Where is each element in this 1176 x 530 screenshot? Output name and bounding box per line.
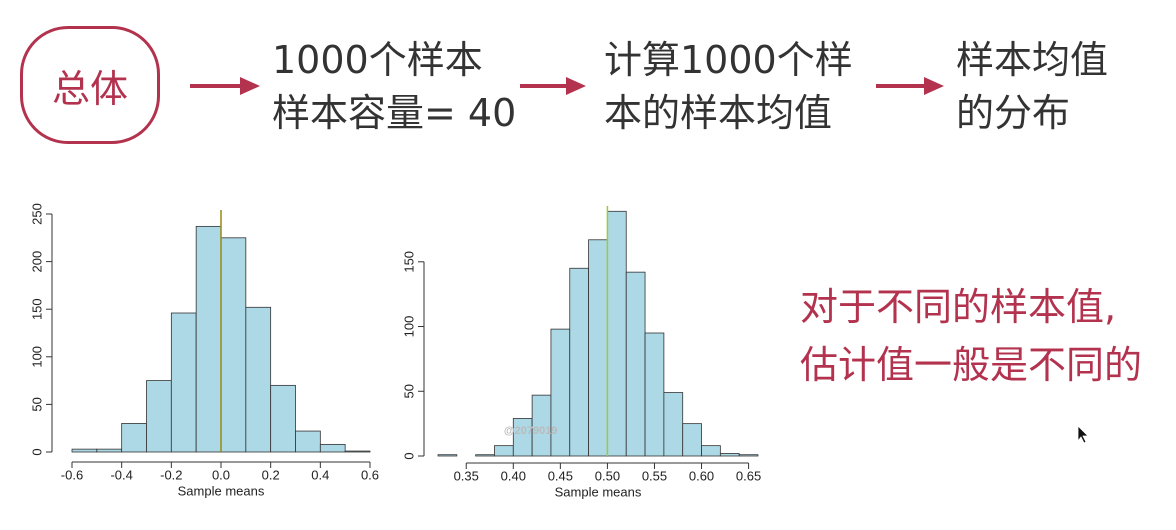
step-text: 1000个样本 (272, 38, 483, 82)
note-text: 估计值一般是不同的 (800, 343, 1143, 387)
x-tick-label: 0.50 (595, 468, 620, 483)
step-text: 本的样本均值 (604, 91, 833, 135)
bar (738, 454, 759, 457)
bar (295, 430, 321, 453)
x-tick-label: 0.4 (311, 467, 329, 482)
y-tick-label: 250 (29, 203, 44, 225)
bar (71, 448, 98, 453)
bar (195, 225, 222, 453)
step-text: 计算1000个样 (604, 38, 853, 82)
bar (682, 423, 702, 457)
population-box: 总体 (20, 26, 160, 144)
bar (270, 384, 296, 453)
x-tick-label: -0.6 (61, 467, 83, 482)
y-tick-label: 50 (401, 384, 416, 398)
flow-arrows (190, 77, 944, 95)
step-text: 样本均值 (956, 38, 1109, 82)
bar (607, 210, 627, 457)
bar (121, 423, 147, 453)
x-tick-label: 0.6 (361, 467, 379, 482)
bar (220, 237, 247, 453)
x-tick-label: -0.2 (160, 467, 182, 482)
x-tick-label: 0.35 (454, 468, 479, 483)
bar (625, 271, 646, 457)
bar (475, 454, 495, 457)
population-label: 总体 (51, 66, 128, 111)
bar (494, 445, 514, 457)
x-tick-label: 0.65 (736, 468, 761, 483)
arrow-head (240, 77, 260, 95)
x-tick-label: -0.4 (110, 467, 132, 482)
x-tick-label: 0.60 (689, 468, 714, 483)
bar (719, 453, 740, 457)
bar (569, 267, 589, 457)
bar (663, 392, 684, 457)
x-axis-label: Sample means (555, 484, 642, 499)
y-tick-label: 100 (29, 346, 44, 368)
step-text: 样本容量= 40 (272, 91, 517, 135)
y-tick-label: 0 (29, 448, 44, 455)
x-tick-label: 0.2 (262, 467, 280, 482)
bar (146, 380, 172, 453)
bar (96, 448, 123, 453)
bar (701, 445, 721, 457)
x-tick-label: 0.0 (212, 467, 230, 482)
arrow-head (566, 77, 586, 95)
watermark: @2079019 (504, 425, 558, 437)
y-tick-label: 200 (29, 251, 44, 273)
x-tick-label: 0.40 (501, 468, 526, 483)
bar (550, 328, 571, 457)
bar (170, 312, 197, 453)
x-axis-label: Sample means (178, 483, 265, 498)
y-tick-label: 100 (401, 316, 416, 338)
y-tick-label: 150 (29, 298, 44, 320)
bar (319, 443, 346, 453)
arrow-head (924, 77, 944, 95)
y-tick-label: 50 (29, 397, 44, 411)
step-text: 的分布 (956, 91, 1071, 135)
bar (588, 239, 608, 457)
bar (245, 306, 272, 453)
bar (644, 332, 665, 457)
x-tick-label: 0.45 (548, 468, 573, 483)
bar (437, 454, 458, 457)
cursor (1077, 425, 1089, 444)
y-tick-label: 0 (401, 452, 416, 459)
note-text: 对于不同的样本值, (800, 285, 1117, 329)
bar (344, 450, 371, 453)
y-tick-label: 150 (401, 251, 416, 273)
x-tick-label: 0.55 (642, 468, 667, 483)
